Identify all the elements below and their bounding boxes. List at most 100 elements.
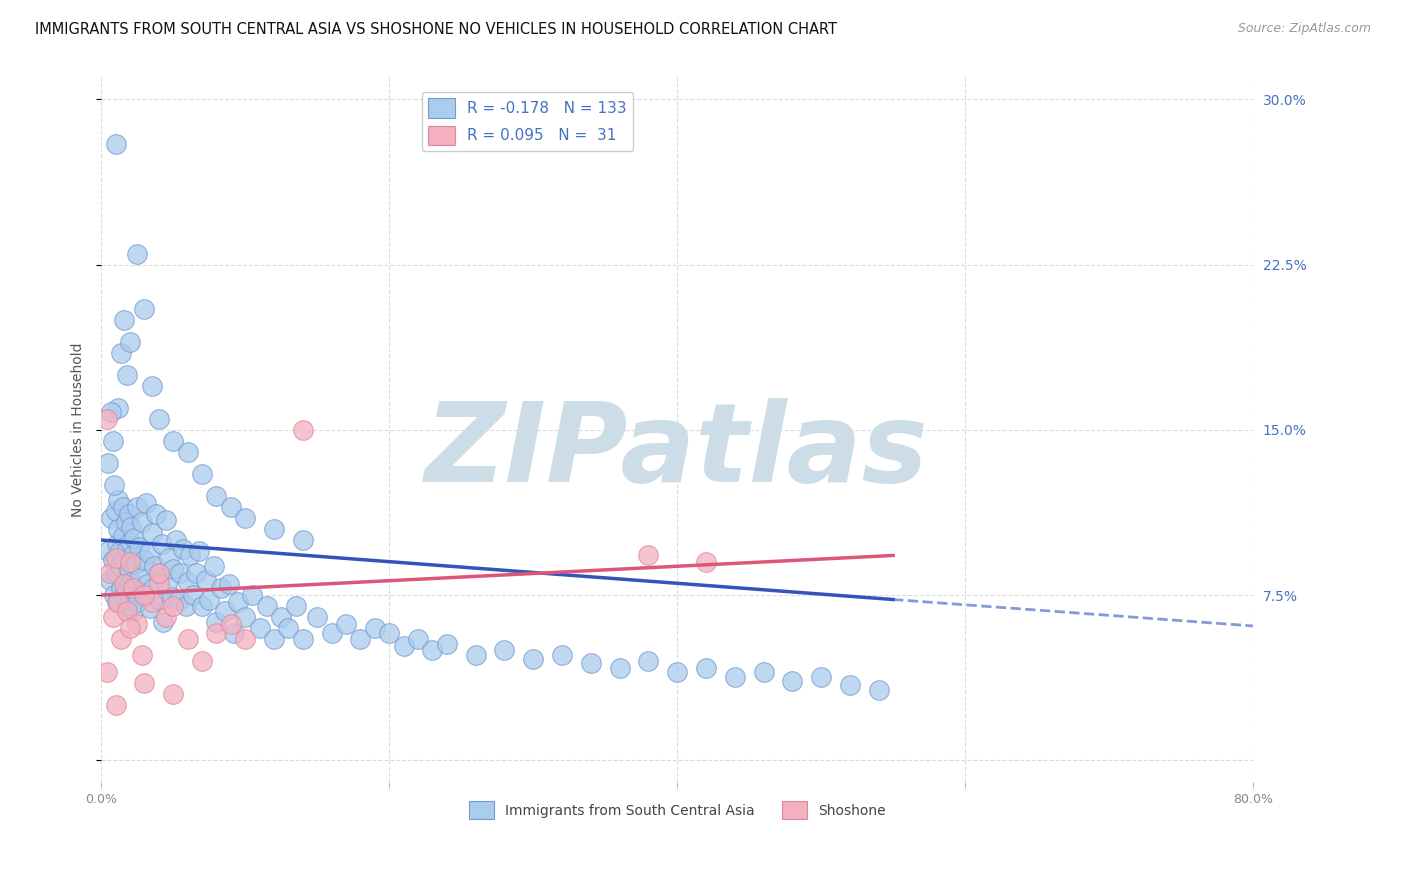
Point [186, 566, 208, 580]
Point [110, 582, 132, 596]
Point [637, 654, 659, 668]
Point [103, 478, 125, 492]
Point [127, 595, 149, 609]
Point [291, 632, 314, 647]
Point [115, 603, 138, 617]
Point [149, 592, 172, 607]
Point [291, 423, 314, 437]
Point [127, 246, 149, 260]
Point [111, 500, 134, 514]
Point [101, 434, 124, 448]
Point [104, 136, 127, 151]
Point [104, 550, 127, 565]
Point [188, 544, 211, 558]
Point [167, 592, 190, 607]
Point [122, 582, 145, 596]
Point [118, 591, 141, 605]
Point [128, 540, 150, 554]
Point [155, 513, 177, 527]
Text: ZIPatlas: ZIPatlas [425, 398, 929, 505]
Point [666, 665, 689, 680]
Point [145, 507, 167, 521]
Point [392, 639, 415, 653]
Point [117, 507, 139, 521]
Point [143, 559, 166, 574]
Point [868, 682, 890, 697]
Point [637, 549, 659, 563]
Point [165, 533, 187, 547]
Point [97, 544, 120, 558]
Point [291, 533, 314, 547]
Point [118, 535, 141, 549]
Point [209, 582, 232, 596]
Point [110, 632, 132, 647]
Point [198, 592, 221, 607]
Point [214, 603, 236, 617]
Point [138, 546, 160, 560]
Point [219, 500, 242, 514]
Point [172, 541, 194, 556]
Text: Source: ZipAtlas.com: Source: ZipAtlas.com [1237, 22, 1371, 36]
Point [464, 648, 486, 662]
Point [195, 573, 218, 587]
Point [249, 621, 271, 635]
Point [104, 698, 127, 713]
Point [114, 516, 136, 530]
Point [135, 495, 157, 509]
Point [150, 537, 173, 551]
Point [233, 610, 256, 624]
Legend: Immigrants from South Central Asia, Shoshone: Immigrants from South Central Asia, Shos… [463, 796, 891, 825]
Text: IMMIGRANTS FROM SOUTH CENTRAL ASIA VS SHOSHONE NO VEHICLES IN HOUSEHOLD CORRELAT: IMMIGRANTS FROM SOUTH CENTRAL ASIA VS SH… [35, 22, 837, 37]
Point [125, 558, 148, 572]
Point [100, 405, 122, 419]
Point [695, 661, 717, 675]
Point [96, 412, 118, 426]
Point [152, 615, 174, 629]
Point [112, 588, 135, 602]
Point [148, 412, 170, 426]
Point [104, 566, 127, 580]
Point [141, 526, 163, 541]
Point [112, 577, 135, 591]
Point [169, 566, 191, 580]
Point [256, 599, 278, 614]
Point [277, 621, 299, 635]
Point [270, 610, 292, 624]
Point [364, 621, 387, 635]
Point [436, 636, 458, 650]
Point [105, 537, 128, 551]
Point [233, 511, 256, 525]
Point [191, 467, 214, 481]
Point [98, 573, 121, 587]
Point [142, 582, 165, 596]
Point [134, 553, 156, 567]
Point [263, 632, 285, 647]
Point [108, 544, 131, 558]
Point [124, 583, 146, 598]
Point [782, 673, 804, 688]
Point [378, 625, 401, 640]
Point [233, 632, 256, 647]
Point [136, 577, 159, 591]
Point [202, 559, 225, 574]
Point [139, 601, 162, 615]
Point [176, 632, 198, 647]
Point [134, 301, 156, 316]
Point [263, 522, 285, 536]
Y-axis label: No Vehicles in Household: No Vehicles in Household [72, 343, 86, 517]
Point [129, 570, 152, 584]
Point [118, 555, 141, 569]
Point [162, 562, 184, 576]
Point [118, 621, 141, 635]
Point [551, 648, 574, 662]
Point [219, 616, 242, 631]
Point [131, 648, 153, 662]
Point [122, 549, 145, 563]
Point [155, 610, 177, 624]
Point [148, 577, 170, 591]
Point [122, 603, 145, 617]
Point [752, 665, 775, 680]
Point [107, 522, 129, 536]
Point [127, 616, 149, 631]
Point [115, 368, 138, 382]
